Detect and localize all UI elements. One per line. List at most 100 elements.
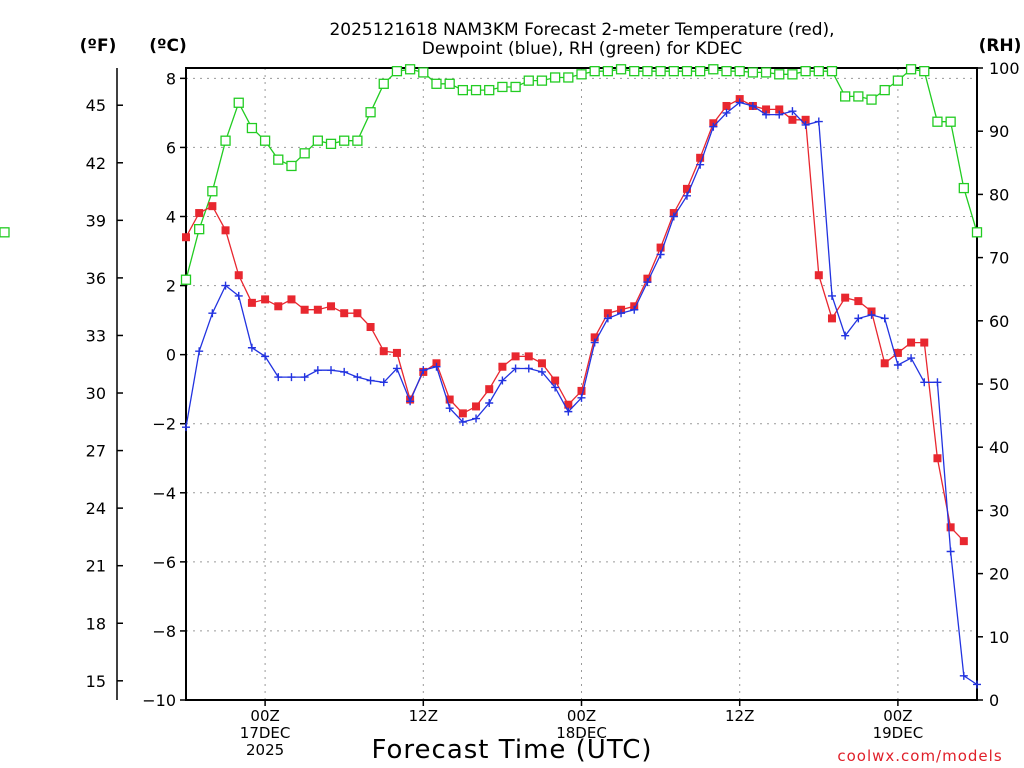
dewpoint-point (472, 414, 481, 423)
dewpoint-point (524, 364, 533, 373)
temperature-point (827, 314, 836, 323)
temperature-point (603, 309, 612, 318)
rh-point (615, 64, 627, 75)
rh-point (444, 78, 455, 89)
rh-point (536, 75, 548, 86)
temperature-point (340, 309, 349, 318)
rh-axis: 0 10 20 30 40 50 60 70 80 90 100 (977, 59, 1020, 710)
rh-tick-label: 20 (989, 565, 1009, 584)
fahrenheit-tick-label: 36 (86, 269, 106, 288)
temperature-point (392, 348, 401, 357)
dewpoint-point (630, 305, 639, 314)
rh-point (629, 66, 640, 77)
celsius-axis: −10 −8 −6 −4 −2 0 2 4 6 8 (142, 69, 186, 710)
dewpoint-point (419, 366, 428, 375)
temperature-point (498, 362, 507, 371)
rh-point (418, 67, 429, 78)
rh-point (286, 160, 297, 172)
temperature-point (287, 295, 296, 304)
dewpoint-point (247, 343, 256, 352)
dewpoint-point (603, 314, 612, 323)
rh-point (510, 81, 521, 93)
dewpoint-point (195, 347, 204, 356)
rh-point (325, 138, 337, 149)
dewpoint-point (511, 364, 520, 373)
dewpoint-point (327, 366, 336, 375)
temperature-point (353, 309, 362, 318)
rh-point (576, 69, 587, 80)
temperature-point (722, 101, 731, 110)
celsius-tick-label: −6 (152, 553, 176, 572)
temperature-point (221, 226, 230, 235)
rh-point (194, 224, 205, 235)
dewpoint-point (788, 107, 797, 116)
dewpoint-point (287, 373, 296, 382)
rh-point (840, 91, 851, 102)
rh-point (879, 84, 890, 96)
dewpoint-point (392, 364, 401, 373)
time-tick-label: 2025 (246, 741, 284, 759)
dewpoint-point (537, 367, 546, 376)
dewpoint-point (366, 376, 375, 385)
rh-point (958, 182, 969, 194)
time-tick-label: 12Z (409, 707, 438, 725)
temperature-point (366, 323, 375, 332)
rh-tick-label: 10 (989, 628, 1009, 647)
dewpoint-point (841, 331, 850, 340)
rh-tick-label: 50 (989, 375, 1009, 394)
rh-point (299, 148, 310, 159)
dewpoint-point (893, 361, 902, 370)
celsius-unit-label: (ºC) (149, 36, 187, 56)
fahrenheit-tick-label: 24 (86, 499, 106, 518)
temperature-point (445, 395, 454, 404)
rh-point (747, 67, 759, 78)
rh-point (932, 116, 943, 127)
dewpoint-point (814, 117, 823, 126)
temperature-point (458, 409, 467, 418)
fahrenheit-tick-label: 30 (86, 384, 106, 403)
rh-unit-label: (RH) (979, 36, 1022, 56)
rh-point (180, 274, 192, 285)
rh-point (312, 135, 323, 146)
dewpoint-point (432, 362, 441, 371)
dewpoint-point (221, 281, 230, 290)
dewpoint-point (458, 417, 467, 426)
rh-point (246, 122, 258, 134)
dewpoint-point (696, 160, 705, 169)
fahrenheit-tick-label: 45 (86, 96, 106, 115)
rh-point (404, 64, 416, 75)
dewpoint-point (551, 383, 560, 392)
x-axis-title: Forecast Time (UTC) (371, 735, 652, 765)
fahrenheit-tick-label: 15 (86, 672, 106, 691)
rh-point (734, 66, 745, 77)
temperature-point (854, 297, 863, 306)
rh-point (589, 66, 600, 77)
rh-point (787, 69, 798, 80)
dewpoint-point (261, 352, 270, 361)
temperature-point (907, 338, 916, 347)
time-tick-label: 17DEC (240, 724, 291, 742)
dewpoint-point (735, 98, 744, 107)
dewpoint-point (854, 314, 863, 323)
temperature-point (261, 295, 270, 304)
chart-title-line1: 2025121618 NAM3KM Forecast 2-meter Tempe… (329, 20, 834, 40)
rh-point (457, 84, 469, 96)
dewpoint-point (709, 122, 718, 131)
temperature-point (682, 184, 691, 193)
time-tick-label: 00Z (250, 707, 279, 725)
dewpoint-point (682, 191, 691, 200)
dewpoint-point (379, 378, 388, 387)
temperature-point (472, 402, 481, 411)
rh-point (484, 84, 495, 96)
rh-point (708, 64, 719, 75)
rh-point (655, 66, 666, 77)
rh-point (945, 116, 956, 127)
rh-point (207, 186, 218, 197)
rh-tick-label: 90 (989, 122, 1009, 141)
rh-point (391, 66, 403, 77)
temperature-point (880, 359, 889, 368)
rh-point (905, 64, 917, 75)
rh-point (233, 97, 244, 108)
